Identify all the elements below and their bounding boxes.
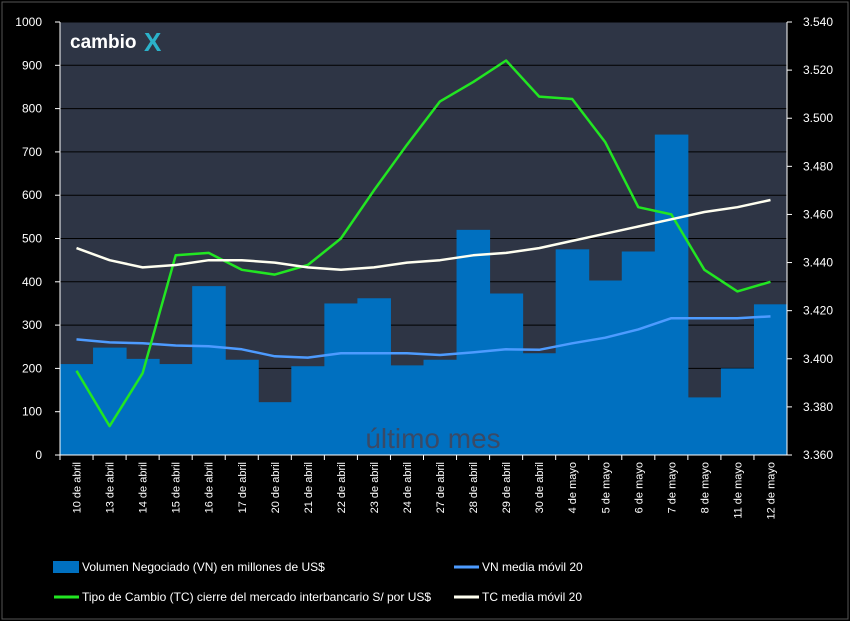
y-right-tick-label: 3.480 (803, 159, 833, 173)
x-tick-label: 27 de abril (435, 462, 447, 513)
y-right-tick-label: 3.500 (803, 111, 833, 125)
bar (687, 397, 722, 455)
y-left-tick-label: 900 (22, 58, 42, 72)
bar (621, 251, 656, 455)
y-right-tick-label: 3.460 (803, 207, 833, 221)
y-left-tick-label: 600 (22, 188, 42, 202)
y-left-tick-label: 0 (35, 448, 42, 462)
bar (93, 347, 127, 455)
bar (192, 286, 226, 455)
x-tick-label: 17 de abril (237, 462, 249, 513)
bar (522, 353, 557, 455)
logo: cambio X (70, 27, 162, 57)
y-right-tick-label: 3.420 (803, 304, 833, 318)
x-tick-label: 10 de abril (72, 462, 84, 513)
x-tick-label: 23 de abril (369, 462, 381, 513)
legend-label: VN media móvil 20 (482, 560, 583, 574)
bar (753, 304, 788, 455)
line-series (75, 59, 771, 428)
bar (720, 368, 755, 455)
y-right-tick-label: 3.380 (803, 400, 833, 414)
y-left-tick-label: 100 (22, 405, 42, 419)
y-right-tick-label: 3.520 (803, 63, 833, 77)
y-left-tick-label: 200 (22, 361, 42, 375)
y-left-tick-label: 1000 (15, 15, 42, 29)
legend-swatch (53, 561, 79, 573)
bar (225, 359, 259, 455)
series-line (76, 198, 771, 272)
y-right-tick-label: 3.540 (803, 15, 833, 29)
legend: Volumen Negociado (VN) en millones de US… (53, 560, 583, 604)
y-right-tick-label: 3.440 (803, 256, 833, 270)
y-left-tick-label: 300 (22, 318, 42, 332)
x-tick-label: 15 de abril (171, 462, 183, 513)
x-tick-label: 13 de abril (105, 462, 117, 513)
x-tick-label: 14 de abril (138, 462, 150, 513)
bar (324, 303, 358, 455)
bar (357, 298, 391, 455)
bar (588, 280, 623, 455)
series-line (75, 59, 771, 428)
x-tick-label: 22 de abril (336, 462, 348, 513)
x-tick-label: 30 de abril (534, 462, 546, 513)
y-left-tick-label: 500 (22, 232, 42, 246)
y-right-tick-label: 3.400 (803, 352, 833, 366)
x-tick-label: 5 de mayo (600, 462, 612, 513)
axes: 0 100 200 300 400 500 600 700 800 900 1000 3.360 3.3… (15, 15, 833, 519)
watermark-text: último mes (365, 423, 500, 454)
bar (159, 364, 193, 455)
bar (456, 229, 491, 455)
y-left-tick-label: 400 (22, 275, 42, 289)
bar (390, 365, 424, 455)
x-tick-label: 16 de abril (204, 462, 216, 513)
bar-series (60, 134, 788, 455)
bar (60, 364, 94, 455)
legend-label: Volumen Negociado (VN) en millones de US… (82, 560, 325, 574)
x-tick-label: 6 de mayo (633, 462, 645, 513)
bar (489, 293, 524, 455)
legend-label: TC media móvil 20 (482, 590, 582, 604)
x-tick-label: 4 de mayo (567, 462, 579, 513)
x-tick-label: 28 de abril (468, 462, 480, 513)
x-tick-label: 8 de mayo (699, 462, 711, 513)
series-line (76, 315, 771, 359)
x-tick-label: 20 de abril (270, 462, 282, 513)
x-tick-label: 24 de abril (402, 462, 414, 513)
bar (555, 249, 590, 455)
bar (291, 366, 325, 455)
y-left-tick-label: 700 (22, 145, 42, 159)
bar (258, 402, 292, 455)
bar (654, 134, 689, 455)
x-tick-label: 7 de mayo (666, 462, 678, 513)
y-right-tick-label: 3.360 (803, 448, 833, 462)
logo-text: cambio (70, 32, 137, 53)
y-left-tick-label: 800 (22, 102, 42, 116)
bar (423, 359, 458, 455)
x-tick-label: 29 de abril (501, 462, 513, 513)
legend-label: Tipo de Cambio (TC) cierre del mercado i… (82, 590, 431, 604)
x-tick-label: 11 de mayo (732, 462, 744, 519)
x-tick-label: 21 de abril (303, 462, 315, 513)
logo-x-mark: X (144, 27, 162, 57)
x-tick-label: 12 de mayo (766, 462, 778, 519)
